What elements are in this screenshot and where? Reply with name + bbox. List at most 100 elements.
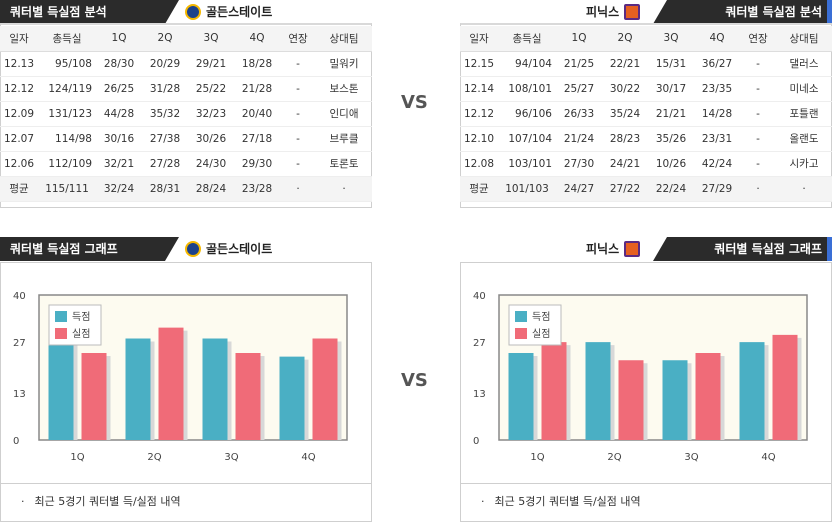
table-cell: 12.15: [460, 51, 498, 77]
table-cell: -: [280, 126, 316, 152]
table-cell: 12.14: [460, 76, 498, 102]
legend-label-allowed: 실점: [532, 328, 550, 340]
table-cell: 108/101: [498, 76, 556, 102]
table-row: 12.08 103/101 27/30 24/21 10/26 42/24- 시카고: [460, 151, 832, 177]
table-cell: 23/35: [694, 76, 740, 102]
table-cell: 24/21: [602, 151, 648, 177]
table-cell: 21/25: [556, 51, 602, 77]
right-stats-table: 일자 총득실 1Q 2Q 3Q 4Q 연장 상대팀 12.15 94/104 21/25 22/21 1…: [460, 26, 832, 202]
allowed-bar: [772, 334, 798, 440]
y-tick-label: 27: [13, 338, 26, 349]
right-chart-header: 피닉스 쿼터별 득실점 그래프: [460, 237, 832, 261]
table-cell: 미네소: [776, 76, 832, 102]
left-footer-text: 최근 5경기 쿼터별 득/실점 내역: [34, 495, 181, 508]
table-cell: 20/40: [234, 101, 280, 127]
allowed-bar: [695, 353, 721, 440]
table-cell: 12.10: [460, 126, 498, 152]
scored-bar: [202, 338, 228, 440]
legend-label-scored: 득점: [532, 311, 550, 323]
table-cell: 12.08: [460, 151, 498, 177]
x-tick-label: 4Q: [301, 452, 315, 463]
x-tick-label: 1Q: [70, 452, 84, 463]
right-chart-accent-bar: [827, 237, 832, 261]
right-chart-team: 피닉스: [586, 237, 641, 261]
bullet-icon: ·: [481, 495, 485, 508]
table-cell: 24/30: [188, 151, 234, 177]
table-cell: 96/106: [498, 101, 556, 127]
table-cell: 14/28: [694, 101, 740, 127]
warriors-logo-icon: [185, 4, 201, 20]
table-cell: 평균: [0, 176, 38, 202]
table-cell: 35/32: [142, 101, 188, 127]
y-tick-label: 40: [13, 291, 26, 302]
table-cell: 95/108: [38, 51, 96, 77]
table-row: 12.09 131/123 44/28 35/32 32/23 20/40- 인디애: [0, 101, 372, 127]
table-cell: 28/24: [188, 176, 234, 202]
table-cell: 114/98: [38, 126, 96, 152]
left-table-title: 쿼터별 득실점 분석: [0, 0, 179, 24]
allowed-bar: [541, 342, 567, 440]
left-team: 골든스테이트: [185, 0, 272, 24]
table-cell: ·: [740, 176, 776, 202]
left-chart-title: 쿼터별 득실점 그래프: [0, 237, 179, 261]
column-header: 연장: [280, 26, 316, 52]
column-header: 3Q: [188, 26, 234, 52]
table-cell: 36/27: [694, 51, 740, 77]
table-cell: -: [740, 51, 776, 77]
table-cell: 토론토: [316, 151, 372, 177]
table-cell: -: [740, 76, 776, 102]
table-row: 12.06 112/109 32/21 27/28 24/30 29/30- 토론토: [0, 151, 372, 177]
right-chart-box: 0 13 27 40 1Q 2Q 3Q 4Q 득점 실점: [460, 262, 832, 484]
table-cell: 인디애: [316, 101, 372, 127]
table-cell: -: [280, 51, 316, 77]
table-cell: 12.09: [0, 101, 38, 127]
table-cell: 28/23: [602, 126, 648, 152]
right-chart-title: 쿼터별 득실점 그래프: [653, 237, 832, 261]
column-header: 3Q: [648, 26, 694, 52]
table-cell: 올랜도: [776, 126, 832, 152]
table-cell: ·: [776, 176, 832, 202]
right-accent-bar: [827, 0, 832, 24]
table-cell: 29/21: [188, 51, 234, 77]
table-cell: 42/24: [694, 151, 740, 177]
column-header: 연장: [740, 26, 776, 52]
table-cell: -: [740, 151, 776, 177]
table-cell: 12.07: [0, 126, 38, 152]
y-tick-label: 0: [473, 436, 479, 447]
table-row: 12.15 94/104 21/25 22/21 15/31 36/27- 댈러스: [460, 51, 832, 77]
table-cell: 27/28: [142, 151, 188, 177]
left-chart-team-name: 골든스테이트: [206, 242, 273, 256]
table-cell: 10/26: [648, 151, 694, 177]
table-cell: -: [740, 126, 776, 152]
right-table-header: 피닉스 쿼터별 득실점 분석: [460, 0, 832, 24]
table-cell: 32/24: [96, 176, 142, 202]
table-cell: 22/21: [602, 51, 648, 77]
x-tick-label: 2Q: [147, 452, 161, 463]
table-cell: 포틀랜: [776, 101, 832, 127]
column-header: 1Q: [96, 26, 142, 52]
y-tick-label: 13: [473, 389, 486, 400]
table-row: 12.10 107/104 21/24 28/23 35/26 23/31- 올랜도: [460, 126, 832, 152]
column-header: 상대팀: [776, 26, 832, 52]
table-cell: 30/26: [188, 126, 234, 152]
table-cell: -: [740, 101, 776, 127]
table-cell: 30/16: [96, 126, 142, 152]
legend-swatch-allowed: [515, 328, 527, 339]
x-tick-label: 1Q: [530, 452, 544, 463]
average-row: 평균 101/103 24/27 27/22 22/24 27/29 · ·: [460, 176, 832, 202]
table-cell: 20/29: [142, 51, 188, 77]
table-cell: 브루클: [316, 126, 372, 152]
table-cell: 18/28: [234, 51, 280, 77]
table-cell: 21/21: [648, 101, 694, 127]
x-tick-label: 3Q: [224, 452, 238, 463]
table-cell: 32/21: [96, 151, 142, 177]
table-cell: 26/25: [96, 76, 142, 102]
right-team: 피닉스: [586, 0, 641, 24]
table-cell: 31/28: [142, 76, 188, 102]
table-cell: 24/27: [556, 176, 602, 202]
average-row: 평균 115/111 32/24 28/31 28/24 23/28 · ·: [0, 176, 372, 202]
column-header: 4Q: [694, 26, 740, 52]
table-cell: 23/31: [694, 126, 740, 152]
